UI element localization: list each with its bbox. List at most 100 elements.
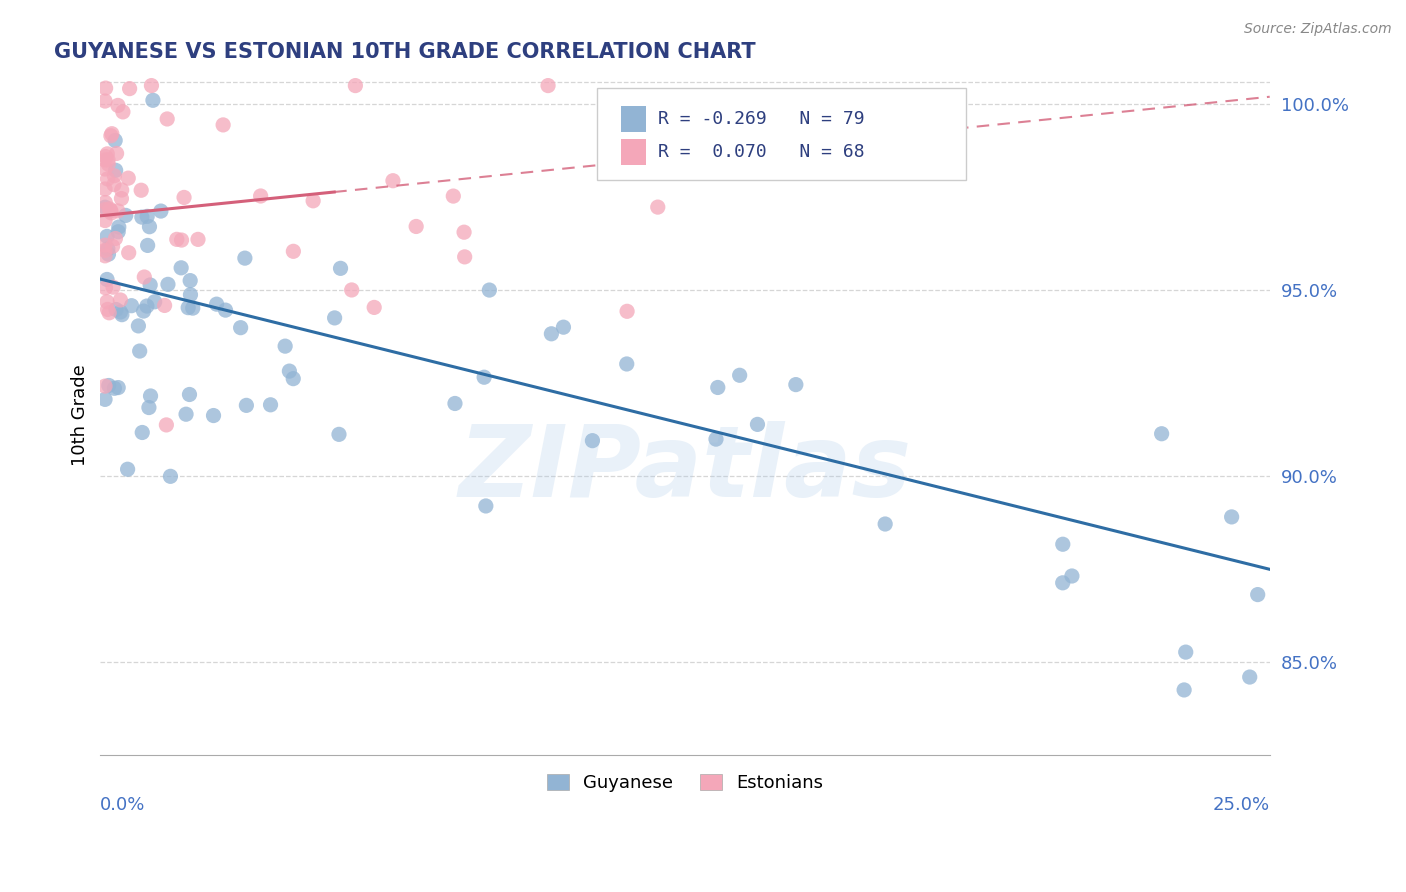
Point bbox=[177, 301, 200, 315]
Bar bbox=[620, 106, 647, 132]
Point bbox=[111, 308, 134, 322]
Point bbox=[344, 78, 367, 93]
Point bbox=[179, 387, 201, 401]
Point bbox=[181, 301, 204, 315]
Point bbox=[259, 398, 281, 412]
Point bbox=[1150, 426, 1173, 441]
Point bbox=[97, 378, 120, 392]
Point bbox=[283, 244, 305, 259]
Point bbox=[156, 112, 179, 126]
Point bbox=[249, 189, 271, 203]
Point bbox=[235, 398, 257, 412]
Point bbox=[105, 146, 128, 161]
Point bbox=[1220, 509, 1243, 524]
Point bbox=[97, 247, 120, 261]
Point bbox=[173, 190, 195, 204]
Y-axis label: 10th Grade: 10th Grade bbox=[72, 364, 89, 466]
Point bbox=[94, 94, 117, 108]
Point bbox=[94, 81, 117, 95]
Point bbox=[136, 210, 159, 224]
Point bbox=[135, 299, 157, 313]
Point bbox=[540, 326, 562, 341]
Point bbox=[103, 169, 125, 183]
Text: R =  0.070   N = 68: R = 0.070 N = 68 bbox=[658, 143, 865, 161]
Point bbox=[166, 232, 188, 246]
Point bbox=[785, 377, 807, 392]
Point bbox=[1174, 645, 1197, 659]
Point bbox=[205, 297, 228, 311]
Point bbox=[131, 425, 153, 440]
Point bbox=[153, 298, 176, 312]
Point bbox=[97, 242, 120, 256]
Point bbox=[114, 208, 136, 222]
Point bbox=[97, 157, 120, 171]
Point bbox=[100, 128, 122, 143]
Point bbox=[110, 293, 132, 307]
Point bbox=[111, 183, 134, 197]
Point bbox=[101, 280, 124, 294]
Point bbox=[104, 163, 127, 178]
Point bbox=[747, 417, 769, 432]
Point bbox=[94, 153, 117, 167]
Point bbox=[110, 192, 132, 206]
Point bbox=[149, 204, 172, 219]
Point bbox=[616, 357, 638, 371]
Point bbox=[94, 238, 117, 252]
Point bbox=[96, 294, 118, 309]
Text: Source: ZipAtlas.com: Source: ZipAtlas.com bbox=[1244, 22, 1392, 37]
Point bbox=[100, 203, 122, 218]
Point bbox=[875, 516, 897, 531]
Point bbox=[107, 220, 129, 235]
Point bbox=[441, 189, 464, 203]
Point bbox=[156, 277, 179, 292]
Point bbox=[187, 232, 209, 246]
Point bbox=[96, 229, 118, 244]
Point bbox=[1060, 569, 1083, 583]
Point bbox=[96, 146, 118, 161]
Point bbox=[139, 277, 162, 292]
Point bbox=[328, 427, 350, 442]
Point bbox=[97, 153, 120, 167]
Point bbox=[444, 396, 467, 410]
Point bbox=[170, 260, 193, 275]
Point bbox=[118, 245, 141, 260]
Point bbox=[647, 200, 669, 214]
Point bbox=[728, 368, 751, 383]
Point bbox=[581, 434, 603, 448]
Point bbox=[138, 219, 160, 234]
Text: R = -0.269   N = 79: R = -0.269 N = 79 bbox=[658, 111, 865, 128]
Point bbox=[179, 274, 201, 288]
Point bbox=[96, 172, 118, 186]
Point bbox=[138, 401, 160, 415]
Point bbox=[475, 499, 498, 513]
Point bbox=[117, 462, 139, 476]
Point bbox=[1239, 670, 1261, 684]
Point bbox=[127, 318, 149, 333]
Point bbox=[159, 469, 181, 483]
Point bbox=[1247, 588, 1270, 602]
Bar bbox=[620, 139, 647, 165]
Point bbox=[283, 371, 305, 385]
Point bbox=[101, 239, 124, 253]
Point bbox=[96, 272, 118, 286]
Point bbox=[104, 302, 127, 317]
Point bbox=[128, 344, 150, 359]
Point bbox=[537, 78, 560, 93]
Point bbox=[98, 203, 121, 218]
Point bbox=[94, 392, 117, 407]
Point bbox=[405, 219, 427, 234]
Point bbox=[641, 130, 664, 145]
Point bbox=[1052, 575, 1074, 590]
Point bbox=[111, 104, 134, 119]
Point bbox=[553, 320, 575, 334]
Point bbox=[179, 287, 201, 301]
Point bbox=[453, 250, 475, 264]
Point bbox=[704, 432, 727, 446]
Point bbox=[340, 283, 363, 297]
FancyBboxPatch shape bbox=[598, 88, 966, 180]
Point bbox=[107, 225, 129, 239]
Point bbox=[118, 81, 141, 95]
Legend: Guyanese, Estonians: Guyanese, Estonians bbox=[538, 764, 832, 801]
Point bbox=[94, 244, 117, 258]
Point bbox=[94, 213, 117, 227]
